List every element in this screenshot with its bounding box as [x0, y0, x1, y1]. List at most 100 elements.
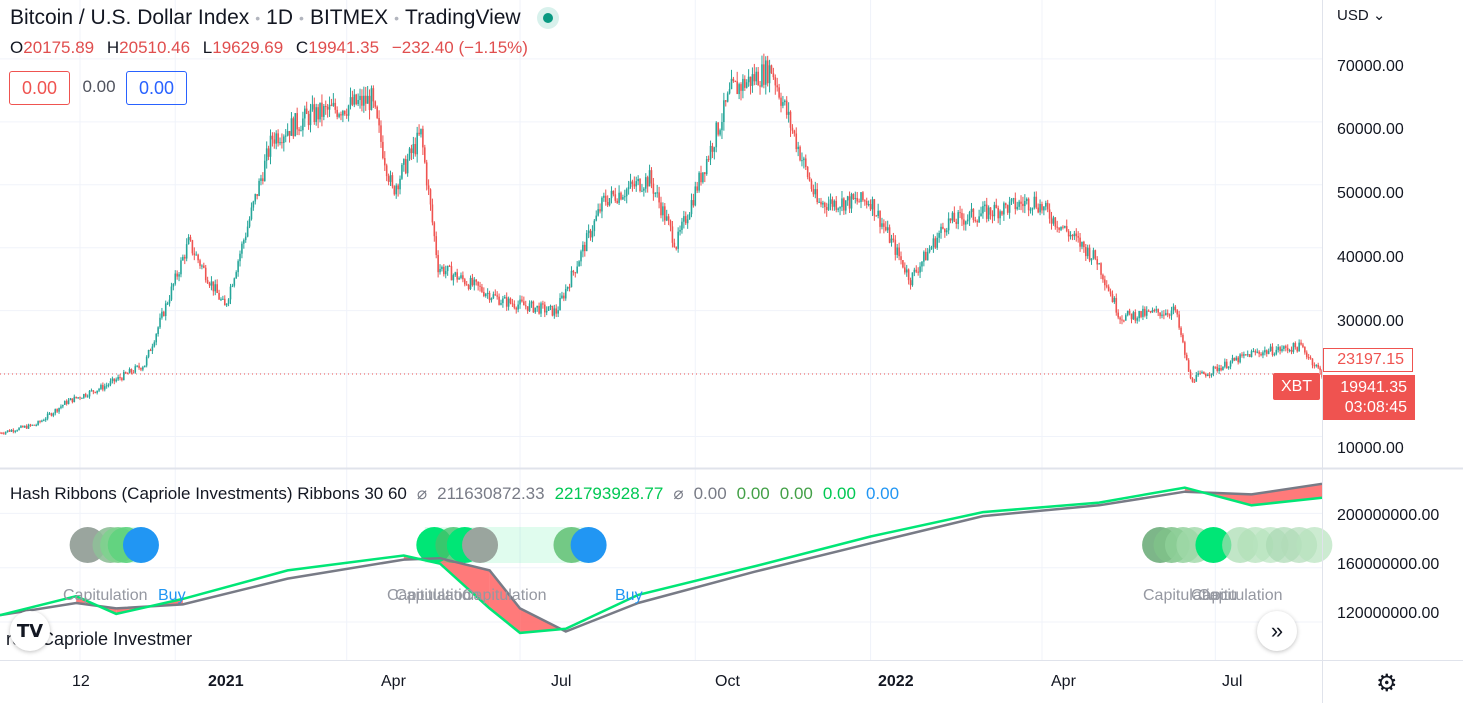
candle-body	[740, 84, 742, 91]
candle-body	[243, 240, 245, 244]
candle-body	[761, 64, 763, 87]
candle-body	[502, 298, 504, 304]
candle-body	[1149, 310, 1152, 313]
candle-body	[763, 64, 765, 85]
candle-body	[63, 401, 66, 405]
candle-body	[1271, 346, 1274, 355]
candle-body	[1027, 198, 1030, 211]
candle-body	[389, 175, 392, 182]
candle-body	[210, 281, 213, 286]
candle-body	[1138, 311, 1140, 319]
candle-body	[92, 390, 95, 392]
candle-body	[524, 305, 527, 307]
change-value: −232.40 (−1.15%)	[391, 38, 528, 57]
spread-value: 0.00	[82, 77, 116, 96]
candle-body	[1285, 346, 1287, 348]
candle-body	[1159, 312, 1161, 316]
candle-body	[924, 251, 927, 261]
candle-body	[654, 192, 657, 194]
candle-body	[829, 199, 832, 204]
candle-body	[1281, 348, 1283, 351]
candle-body	[709, 145, 712, 160]
interval-label[interactable]: 1D	[266, 6, 294, 29]
candle-body	[420, 128, 422, 135]
candle-body	[633, 183, 636, 187]
indicator-value-fast: 221793928.77	[554, 484, 664, 503]
candle-body	[1132, 312, 1135, 320]
candle-body	[300, 130, 302, 132]
capitulation-label: Capitulation	[395, 587, 480, 604]
candle-body	[52, 413, 55, 416]
candle-body	[793, 130, 796, 134]
candle-body	[978, 216, 980, 223]
candle-body	[109, 381, 112, 385]
candle-body	[563, 295, 565, 299]
candle-body	[406, 159, 409, 174]
candle-body	[182, 256, 184, 261]
candle-body	[519, 299, 521, 305]
candle-body	[96, 390, 98, 393]
indicator-name[interactable]: Hash Ribbons (Capriole Investments) Ribb…	[10, 484, 407, 503]
candle-body	[580, 251, 582, 262]
candle-body	[477, 281, 479, 286]
candle-body	[1176, 310, 1179, 315]
candle-body	[1126, 310, 1129, 316]
candle-body	[625, 189, 628, 197]
signal-circle	[122, 527, 159, 563]
candle-body	[980, 213, 982, 217]
candle-body	[787, 111, 790, 115]
candle-body	[599, 209, 601, 212]
candle-body	[239, 253, 241, 262]
candle-body	[1174, 306, 1177, 311]
candle-body	[284, 135, 287, 137]
candle-body	[593, 220, 596, 232]
candle-body	[498, 296, 500, 305]
candle-body	[463, 279, 466, 285]
candle-body	[126, 373, 129, 375]
candle-body	[755, 71, 758, 82]
candle-body	[258, 180, 260, 196]
candle-body	[1199, 373, 1201, 375]
candle-body	[1265, 350, 1268, 354]
candle-body	[902, 260, 904, 268]
candle-body	[1239, 354, 1241, 363]
candle-body	[1197, 373, 1199, 376]
candle-body	[631, 181, 634, 184]
indicator-legend: Hash Ribbons (Capriole Investments) Ribb…	[10, 484, 899, 504]
candle-body	[460, 275, 462, 278]
tradingview-logo-icon[interactable]: 𝗧𝗩	[10, 611, 50, 651]
alert-price-tag[interactable]: 23197.15	[1323, 348, 1413, 372]
candle-body	[724, 100, 727, 102]
candle-body	[1115, 297, 1118, 313]
scroll-to-realtime-button[interactable]: »	[1257, 611, 1297, 651]
gear-icon[interactable]: ⚙	[1376, 670, 1398, 697]
candle-body	[50, 413, 53, 416]
candle-body	[1218, 367, 1220, 371]
chevron-down-icon[interactable]: ⌄	[1372, 7, 1386, 24]
candle-body	[604, 195, 607, 202]
currency-label[interactable]: USD	[1337, 7, 1369, 24]
candle-body	[237, 261, 239, 273]
candle-body	[947, 218, 950, 231]
buy-button[interactable]: 0.00	[126, 71, 187, 105]
double-chevron-right-icon[interactable]: »	[1270, 618, 1284, 643]
candle-body	[635, 181, 638, 187]
symbol-name[interactable]: Bitcoin / U.S. Dollar Index	[10, 6, 250, 29]
candle-body	[1195, 375, 1198, 382]
candle-body	[530, 301, 533, 304]
candle-body	[187, 237, 190, 245]
candle-body	[1022, 203, 1024, 207]
candle-body	[812, 189, 815, 195]
candle-body	[974, 219, 977, 222]
sell-button[interactable]: 0.00	[9, 71, 70, 105]
candle-body	[515, 307, 518, 310]
candle-body	[342, 110, 344, 116]
candle-body	[427, 185, 430, 190]
currency-selector[interactable]: USD ⌄	[1337, 6, 1385, 24]
candle-body	[1304, 347, 1306, 353]
candle-body	[111, 378, 114, 382]
candle-body	[799, 146, 801, 161]
candle-body	[995, 204, 998, 208]
candle-body	[544, 304, 546, 313]
